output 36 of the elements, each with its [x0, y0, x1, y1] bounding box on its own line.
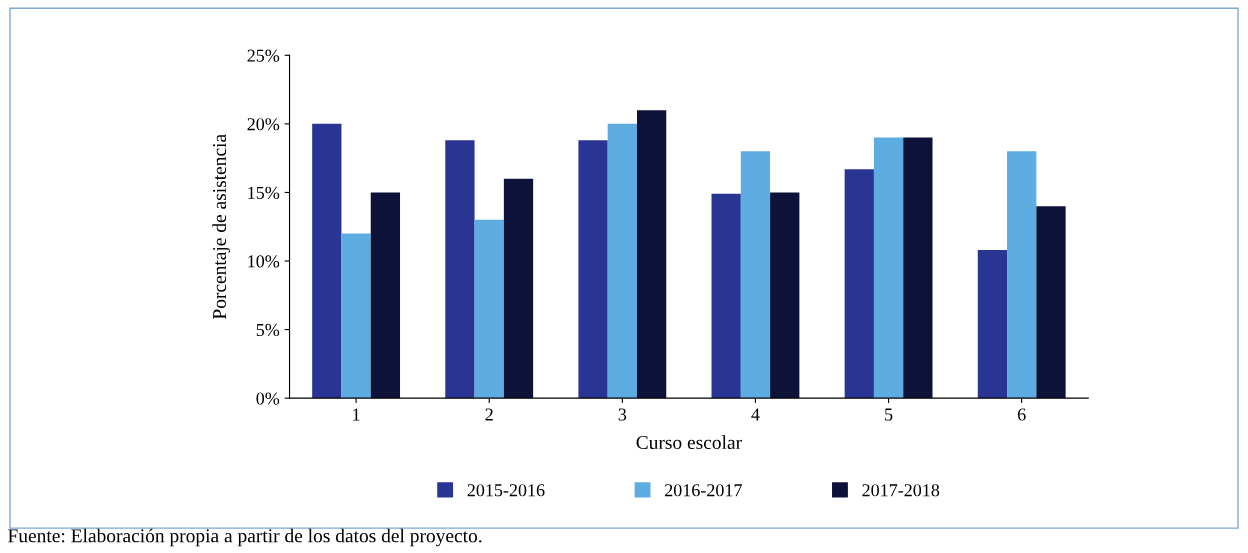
bar	[977, 250, 1008, 399]
x-tick-label: 2	[485, 408, 493, 421]
bar	[636, 110, 667, 399]
legend-label: 2015-2016	[467, 484, 545, 497]
y-tick-label: 20%	[247, 118, 280, 131]
x-tick-label: 3	[618, 408, 627, 421]
source-note: Fuente: Elaboración propia a partir de los datos del proyecto.	[8, 528, 482, 547]
bar	[1007, 151, 1037, 399]
bar	[607, 123, 637, 399]
y-tick-label: 5%	[256, 323, 280, 337]
bar	[844, 169, 874, 399]
bar	[873, 137, 904, 399]
bar	[370, 192, 401, 399]
y-tick-label: 25%	[247, 49, 280, 62]
bar	[903, 137, 933, 399]
bar	[770, 192, 800, 399]
bar	[578, 140, 608, 399]
bar	[312, 123, 342, 399]
x-axis-title: Curso escolar	[636, 435, 742, 450]
bar	[445, 140, 475, 399]
bar	[341, 233, 371, 399]
y-axis-title: Porcentaje de asistencia	[212, 134, 231, 320]
bar	[740, 151, 771, 399]
x-tick-label: 6	[1017, 408, 1026, 421]
bar	[503, 178, 534, 399]
legend-label: 2017-2018	[862, 484, 940, 497]
bar	[1036, 206, 1066, 399]
x-tick-label: 5	[885, 408, 893, 421]
x-tick-label: 4	[751, 408, 760, 421]
bar	[711, 193, 741, 399]
x-tick-label: 1	[353, 408, 360, 421]
y-tick-label: 10%	[248, 255, 280, 268]
bar	[474, 219, 504, 399]
y-tick-label: 0%	[256, 392, 280, 405]
y-tick-label: 15%	[248, 186, 280, 199]
legend-label: 2016-2017	[665, 484, 742, 497]
